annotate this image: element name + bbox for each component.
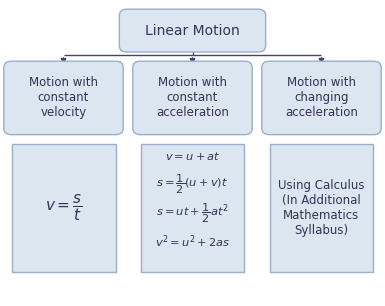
FancyBboxPatch shape xyxy=(4,61,123,135)
FancyBboxPatch shape xyxy=(141,144,244,272)
Text: Using Calculus
(In Additional
Mathematics
Syllabus): Using Calculus (In Additional Mathematic… xyxy=(278,179,365,237)
Text: Motion with
constant
acceleration: Motion with constant acceleration xyxy=(156,76,229,119)
Text: Motion with
constant
velocity: Motion with constant velocity xyxy=(29,76,98,119)
FancyBboxPatch shape xyxy=(262,61,381,135)
Text: $v^2 = u^2 + 2as$: $v^2 = u^2 + 2as$ xyxy=(155,233,230,250)
FancyBboxPatch shape xyxy=(119,9,266,52)
Text: Motion with
changing
acceleration: Motion with changing acceleration xyxy=(285,76,358,119)
FancyBboxPatch shape xyxy=(133,61,252,135)
FancyBboxPatch shape xyxy=(12,144,116,272)
Text: $v = \dfrac{s}{t}$: $v = \dfrac{s}{t}$ xyxy=(45,193,82,223)
FancyBboxPatch shape xyxy=(270,144,373,272)
Text: $v = u + at$: $v = u + at$ xyxy=(165,150,220,162)
Text: $s = ut + \dfrac{1}{2}at^2$: $s = ut + \dfrac{1}{2}at^2$ xyxy=(156,201,229,225)
Text: $s = \dfrac{1}{2}(u+v)t$: $s = \dfrac{1}{2}(u+v)t$ xyxy=(156,173,229,196)
Text: Linear Motion: Linear Motion xyxy=(145,24,240,38)
